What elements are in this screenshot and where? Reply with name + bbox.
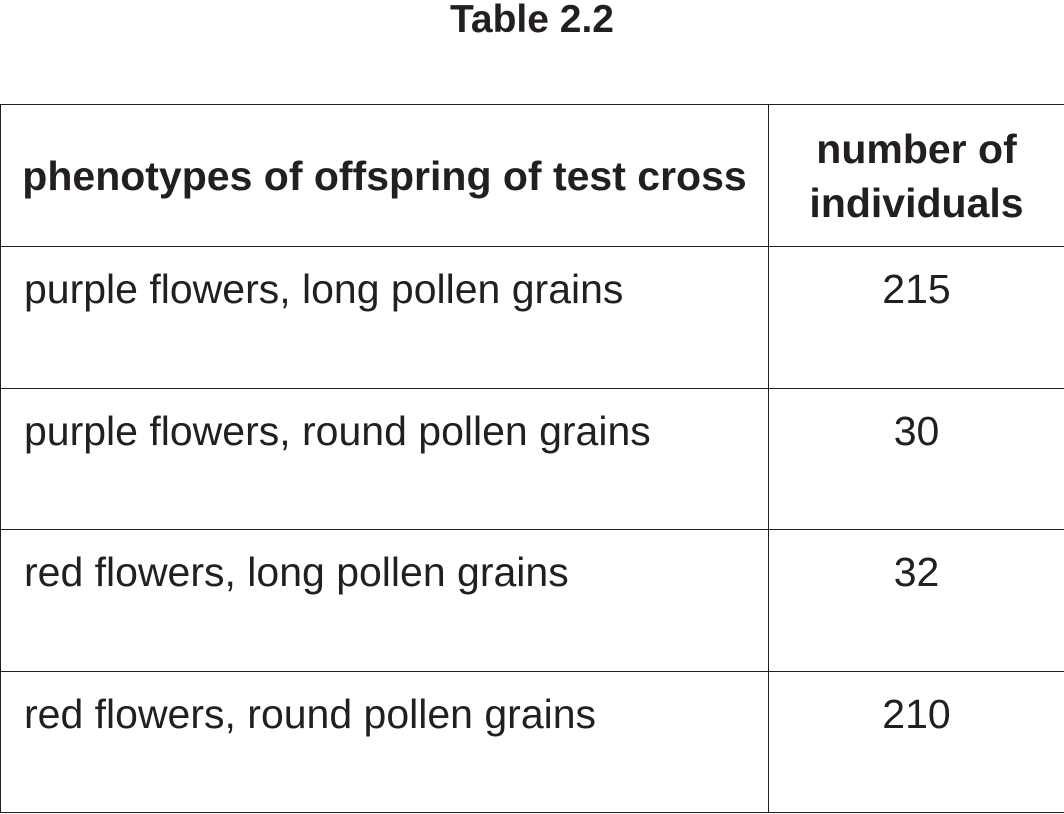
table-caption: Table 2.2 <box>449 0 615 41</box>
phenotype-table: phenotypes of offspring of test cross nu… <box>0 104 1064 813</box>
count-cell: 215 <box>768 246 1064 389</box>
count-cell: 210 <box>768 670 1064 813</box>
phenotype-cell: purple flowers, round pollen grains <box>0 387 769 530</box>
phenotype-cell: red flowers, round pollen grains <box>0 670 769 813</box>
header-phenotypes: phenotypes of offspring of test cross <box>0 104 769 247</box>
table-row: red flowers, round pollen grains 210 <box>0 670 1064 813</box>
count-cell: 30 <box>768 387 1064 530</box>
table-row: purple flowers, long pollen grains 215 <box>0 246 1064 389</box>
header-row: phenotypes of offspring of test cross nu… <box>0 104 1064 247</box>
count-cell: 32 <box>768 529 1064 672</box>
table-row: purple flowers, round pollen grains 30 <box>0 387 1064 530</box>
header-number-of-individuals: number of individuals <box>768 104 1064 247</box>
phenotype-cell: purple flowers, long pollen grains <box>0 246 769 389</box>
table-row: red flowers, long pollen grains 32 <box>0 529 1064 672</box>
phenotype-cell: red flowers, long pollen grains <box>0 529 769 672</box>
